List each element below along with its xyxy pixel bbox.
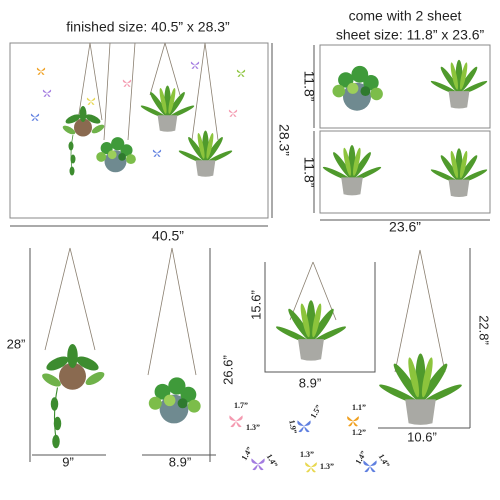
sheet-size-label: sheet size: 11.8” x 23.6” [336, 27, 485, 43]
butterfly [305, 462, 317, 473]
butterfly [229, 415, 243, 428]
dimension-lines [313, 45, 490, 221]
plant-2-width: 8.9” [169, 454, 191, 469]
plant-1-height: 28” [7, 336, 26, 351]
butterfly [297, 420, 311, 433]
butterfly-width: 1.3” [300, 450, 314, 459]
butterfly-height: 1.4” [377, 452, 392, 469]
finished-plants [30, 42, 246, 177]
butterfly-height: 1.3” [246, 423, 260, 432]
plant-2 [148, 377, 201, 424]
plant-3-width: 8.9” [299, 375, 321, 390]
butterfly-height: 1.4” [265, 452, 280, 469]
butterfly [347, 416, 359, 427]
dimension-lines [10, 43, 273, 227]
butterfly-width: 1.9” [287, 419, 298, 434]
plant-3-height: 15.6” [248, 290, 263, 320]
sheet-1-height: 11.8” [301, 71, 317, 102]
plant-2-height: 26.6” [220, 355, 235, 385]
butterfly [251, 458, 265, 471]
plant-1-width: 9” [62, 454, 74, 469]
hanger [394, 249, 446, 373]
butterfly [363, 460, 377, 473]
sheet-2-height: 11.8” [301, 157, 317, 188]
plant-4-dims [378, 248, 471, 429]
butterfly-height: 1.2” [352, 428, 366, 437]
butterfly-width: 1.7” [234, 401, 248, 410]
plant-4 [378, 353, 463, 425]
butterfly-height: 1.3” [320, 462, 334, 471]
sheets-label: come with 2 sheet [349, 8, 462, 24]
plant-3-dims [264, 262, 376, 373]
plant-4-height: 22.8” [477, 315, 492, 345]
plant-1-dims [29, 248, 211, 462]
plant-4-width: 10.6” [407, 429, 437, 444]
finished-size-label: finished size: 40.5” x 28.3” [66, 19, 230, 35]
butterfly-width: 1.1” [352, 403, 366, 412]
plant-3 [275, 300, 347, 361]
hanger [147, 247, 197, 376]
finished-frame [9, 42, 269, 219]
finished-width: 40.5” [152, 228, 184, 244]
finished-height: 28.3” [276, 124, 292, 156]
hanger [44, 247, 96, 351]
plant-1 [39, 343, 107, 449]
sheet-width: 23.6” [389, 219, 421, 235]
butterfly-height: 1.5” [309, 403, 324, 420]
